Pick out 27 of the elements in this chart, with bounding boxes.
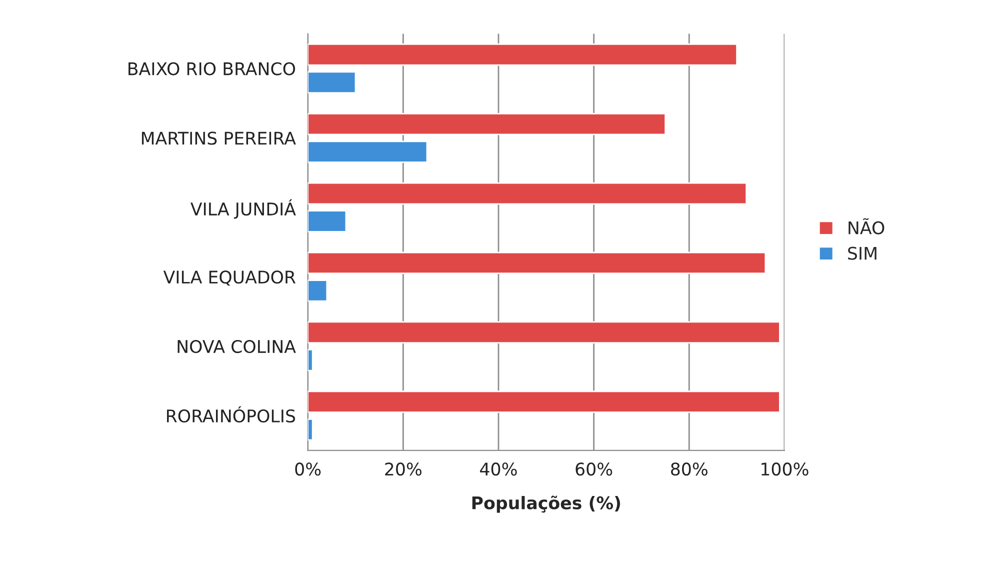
bar: [308, 182, 748, 205]
x-tick-label: 0%: [295, 462, 321, 476]
y-tick-label: VILA EQUADOR: [163, 270, 296, 286]
bar: [308, 71, 356, 94]
y-tick-label: BAIXO RIO BRANCO: [128, 62, 296, 76]
legend-label: NÃO: [848, 218, 884, 234]
y-tick-label: MARTINS PEREIRA: [142, 132, 296, 145]
x-tick-label: 60%: [576, 462, 612, 476]
bar: [308, 112, 666, 136]
x-tick-label: 80%: [671, 462, 708, 476]
x-tick-label: 40%: [480, 462, 517, 476]
bar: [308, 252, 766, 274]
bar: [308, 210, 347, 232]
bar: [308, 140, 428, 163]
bar: [308, 390, 780, 413]
y-tick-label: NOVA COLINA: [178, 340, 296, 354]
bar: [308, 44, 738, 66]
y-tick-label: RORAINÓPOLIS: [167, 406, 296, 423]
bar: [308, 280, 328, 302]
bar: [308, 418, 314, 441]
y-tick-label: VILA JUNDIÁ: [190, 199, 296, 219]
legend-label: SIM: [848, 246, 876, 260]
x-tick-label: 100%: [762, 462, 808, 476]
bar: [308, 321, 780, 344]
bar: [308, 349, 314, 372]
x-axis-title: Populações (%): [472, 496, 620, 513]
x-tick-label: 20%: [385, 462, 422, 476]
